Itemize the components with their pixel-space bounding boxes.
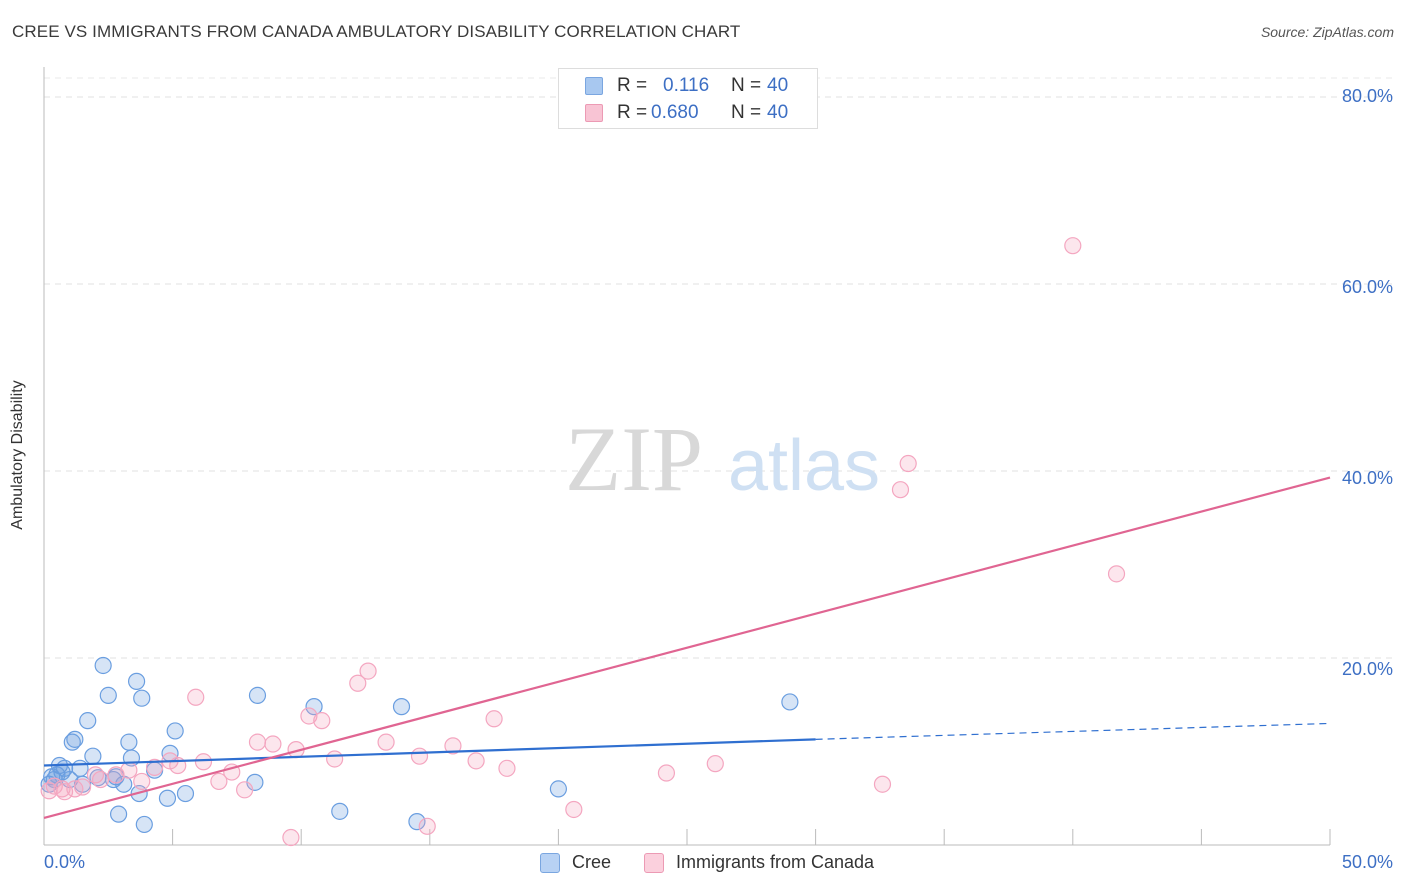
correlation-legend: R = 0.116 N = 40 R = 0.680 N = 40 (558, 68, 818, 129)
bottom-legend-swatch-immigrants (644, 853, 664, 873)
cree-point (166, 722, 184, 740)
cree-point (135, 815, 153, 834)
cree-point (63, 733, 81, 751)
cree-point (66, 730, 84, 748)
immigrants-point (210, 772, 228, 791)
immigrants-point (86, 766, 105, 784)
cree-point (781, 693, 799, 711)
y-axis-title: Ambulatory Disability (9, 380, 26, 530)
immigrants-point (300, 707, 318, 725)
immigrants-point (120, 761, 138, 779)
immigrants-point (236, 781, 254, 799)
legend-n-label: N = (731, 102, 762, 123)
immigrants-point (53, 780, 71, 798)
immigrants-point (1064, 237, 1082, 255)
legend-swatch-cree (585, 77, 603, 95)
watermark-atlas: atlas (728, 426, 880, 506)
y-tick-label: 60.0% (1341, 277, 1393, 297)
immigrants-point (891, 481, 910, 499)
immigrants-point (194, 753, 213, 771)
immigrants-point (248, 733, 267, 751)
immigrants-point (657, 764, 676, 782)
y-tick-label: 20.0% (1341, 659, 1393, 679)
bottom-legend-label: Cree (572, 852, 612, 872)
immigrants-point (73, 778, 92, 796)
immigrants-point (418, 817, 436, 835)
immigrants-point (359, 662, 377, 680)
cree-point (84, 747, 102, 765)
cree-point (133, 689, 151, 707)
immigrants-point (349, 674, 367, 692)
cree-point (176, 784, 195, 803)
cree-point (127, 672, 146, 690)
immigrants-point (706, 755, 724, 773)
y-tick-label: 80.0% (1341, 86, 1393, 106)
cree-point (248, 686, 267, 705)
cree-point (104, 770, 123, 789)
immigrants-point (873, 775, 892, 793)
immigrants-point (145, 758, 164, 776)
legend-r-label: R = (617, 102, 648, 123)
trend-lines (43, 476, 1331, 819)
bottom-legend-swatch-cree (540, 853, 560, 873)
x-tick-label: 50.0% (1341, 852, 1393, 872)
watermark-zip: ZIP (565, 408, 703, 510)
cree-point (392, 698, 411, 716)
cree-point (305, 698, 323, 716)
legend-n-value: 40 (767, 75, 789, 96)
cree-trend-line (43, 738, 816, 767)
immigrants-point (264, 735, 282, 753)
cree-point (549, 780, 568, 798)
immigrants-point (91, 770, 110, 789)
immigrants-point (377, 733, 395, 751)
cree-point (109, 805, 128, 823)
axes (43, 67, 1331, 846)
cree-point (158, 789, 177, 807)
data-points (40, 237, 1126, 847)
immigrants-point (282, 828, 300, 847)
chart-source: Source: ZipAtlas.com (1260, 24, 1394, 40)
immigrants-point (565, 800, 583, 819)
cree-point (408, 813, 426, 831)
immigrants-point (55, 783, 74, 801)
immigrants-point (1107, 565, 1126, 583)
x-tick-label: 0.0% (44, 852, 86, 872)
immigrants-point (313, 712, 331, 730)
immigrants-point (498, 759, 516, 777)
immigrants-point (444, 737, 462, 755)
cree-point (99, 686, 117, 705)
legend-r-value: 0.680 (651, 102, 699, 123)
immigrants-point (899, 454, 917, 473)
immigrants-point (467, 752, 485, 770)
bottom-legend-label: Immigrants from Canada (676, 852, 875, 872)
cree-trend-extension (815, 722, 1331, 740)
immigrants-point (187, 688, 205, 706)
cree-point (120, 733, 138, 751)
legend-r-label: R = (617, 75, 648, 96)
immigrants-trend-line (43, 476, 1331, 819)
y-tick-label: 40.0% (1341, 468, 1393, 488)
immigrants-point (107, 766, 125, 784)
cree-point (79, 712, 97, 730)
legend-n-value: 40 (767, 102, 789, 123)
legend-r-value: 0.116 (663, 75, 710, 96)
grid-lines (44, 77, 1395, 659)
immigrants-point (326, 750, 344, 768)
immigrants-point (485, 710, 503, 728)
watermark: ZIP atlas (565, 408, 880, 510)
cree-point (94, 656, 112, 675)
legend-n-label: N = (731, 75, 762, 96)
chart-title: CREE VS IMMIGRANTS FROM CANADA AMBULATOR… (12, 22, 741, 41)
immigrants-point (133, 772, 151, 791)
cree-point (71, 759, 89, 777)
cree-point (331, 802, 349, 820)
immigrants-point (410, 747, 429, 765)
legend-swatch-immigrants (585, 104, 603, 122)
